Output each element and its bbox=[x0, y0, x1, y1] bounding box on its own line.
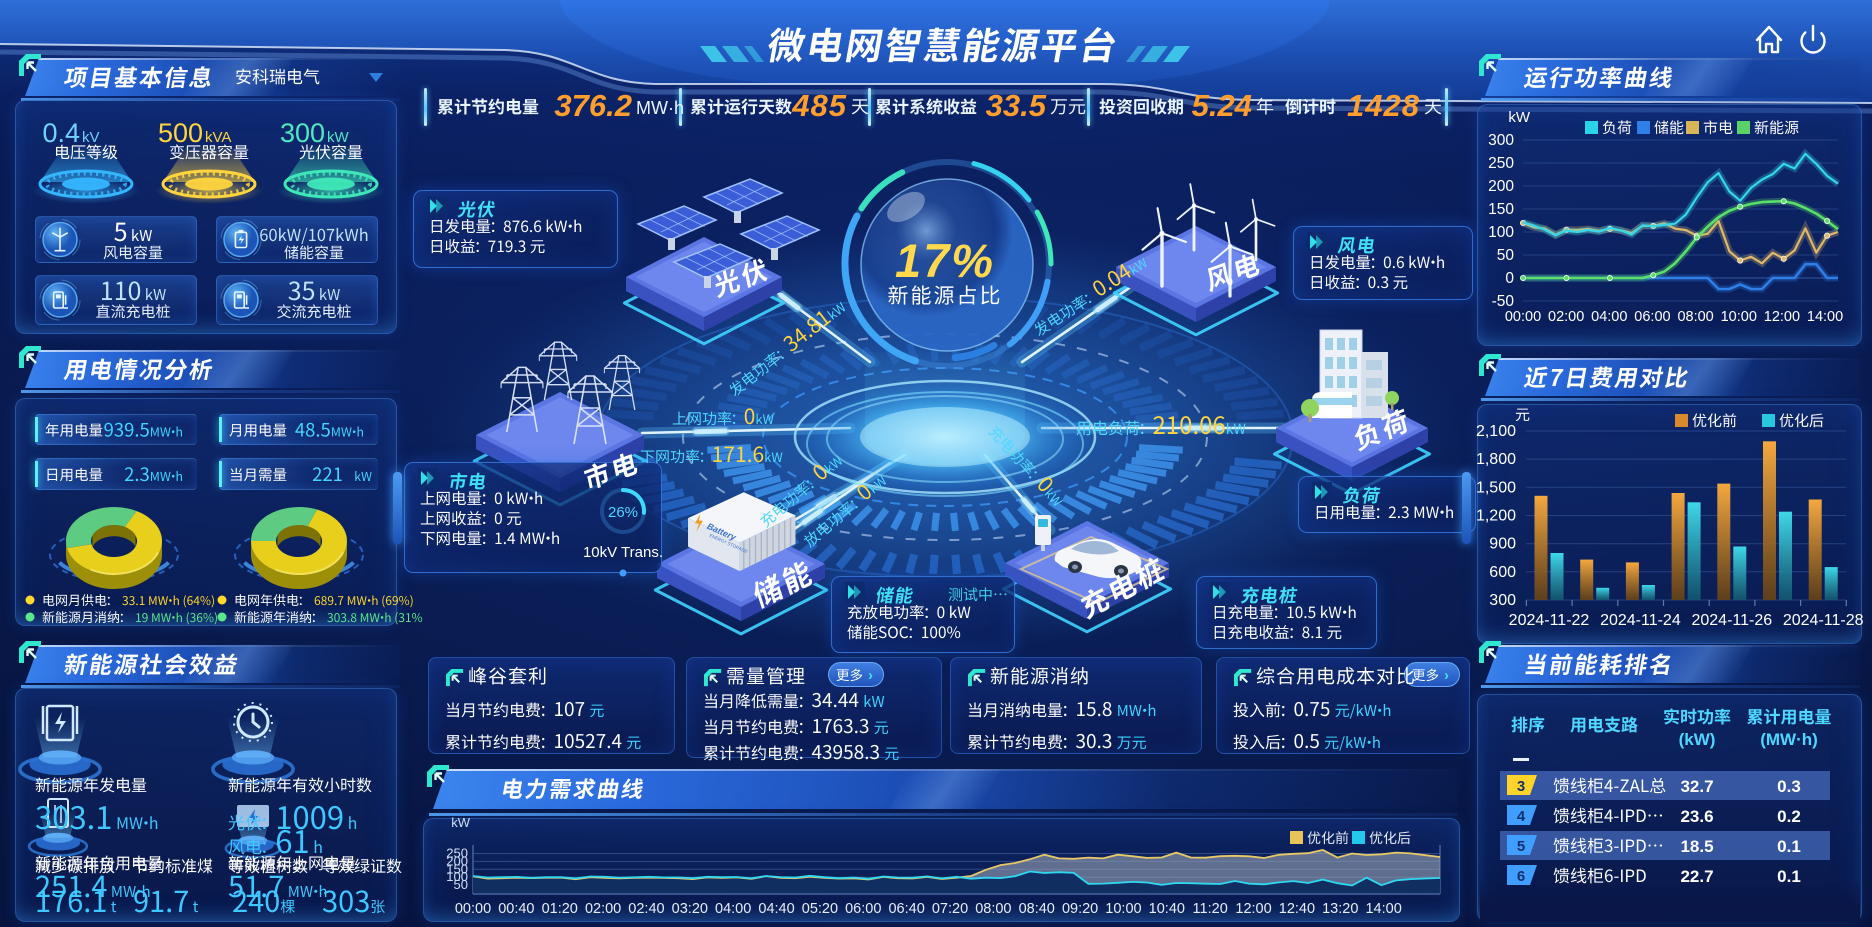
svg-text:00:40: 00:40 bbox=[498, 901, 534, 917]
svg-text:33.5: 33.5 bbox=[986, 88, 1047, 123]
svg-text:›: › bbox=[868, 667, 873, 684]
svg-text:09:20: 09:20 bbox=[1062, 901, 1098, 917]
svg-text:-50: -50 bbox=[1492, 293, 1515, 310]
svg-text:kW: kW bbox=[327, 129, 350, 146]
svg-text:10:00: 10:00 bbox=[1721, 309, 1757, 325]
svg-text:50: 50 bbox=[1497, 247, 1515, 264]
svg-text:500: 500 bbox=[158, 118, 203, 148]
svg-text:26%: 26% bbox=[608, 504, 638, 521]
svg-text:00:00: 00:00 bbox=[1505, 309, 1541, 325]
svg-text:02:40: 02:40 bbox=[628, 901, 664, 917]
svg-text:600: 600 bbox=[1489, 564, 1516, 581]
svg-text:03:20: 03:20 bbox=[672, 901, 708, 917]
svg-text:32.7: 32.7 bbox=[1680, 777, 1713, 796]
svg-text:14:00: 14:00 bbox=[1365, 901, 1401, 917]
svg-text:1,200: 1,200 bbox=[1476, 507, 1516, 524]
svg-text:22.7: 22.7 bbox=[1680, 867, 1713, 886]
svg-text:kVA: kVA bbox=[205, 129, 231, 146]
svg-text:250: 250 bbox=[446, 846, 468, 861]
svg-text:2024-11-28: 2024-11-28 bbox=[1783, 612, 1864, 629]
svg-text:06:00: 06:00 bbox=[1634, 309, 1670, 325]
svg-text:300: 300 bbox=[1489, 592, 1516, 609]
svg-text:2024-11-22: 2024-11-22 bbox=[1509, 612, 1590, 629]
svg-text:200: 200 bbox=[1488, 178, 1514, 195]
svg-text:5.24: 5.24 bbox=[1192, 88, 1252, 123]
svg-text:MW·h: MW·h bbox=[636, 98, 684, 118]
svg-text:00:00: 00:00 bbox=[455, 901, 491, 917]
svg-text:50: 50 bbox=[454, 877, 468, 892]
svg-text:11:20: 11:20 bbox=[1193, 901, 1228, 917]
svg-text:(kW): (kW) bbox=[1679, 730, 1716, 749]
svg-text:6: 6 bbox=[1517, 868, 1525, 885]
svg-text:06:00: 06:00 bbox=[845, 901, 881, 917]
svg-text:0.4: 0.4 bbox=[42, 118, 80, 148]
svg-text:kV: kV bbox=[82, 129, 100, 146]
svg-text:4: 4 bbox=[1517, 808, 1526, 825]
svg-text:01:20: 01:20 bbox=[542, 901, 578, 917]
svg-text:23.6: 23.6 bbox=[1680, 807, 1713, 826]
svg-text:485: 485 bbox=[791, 88, 847, 123]
svg-text:14:00: 14:00 bbox=[1807, 309, 1843, 325]
svg-text:0.1: 0.1 bbox=[1777, 867, 1801, 886]
svg-text:150: 150 bbox=[446, 861, 468, 876]
svg-text:10kV Trans.: 10kV Trans. bbox=[583, 544, 663, 561]
svg-text:10:40: 10:40 bbox=[1149, 901, 1185, 917]
svg-text:200: 200 bbox=[446, 853, 468, 868]
svg-text:5: 5 bbox=[1517, 838, 1525, 855]
svg-text:0.2: 0.2 bbox=[1777, 807, 1801, 826]
svg-text:07:20: 07:20 bbox=[932, 901, 968, 917]
svg-text:(MW·h): (MW·h) bbox=[1760, 730, 1818, 749]
svg-text:2,100: 2,100 bbox=[1476, 423, 1516, 440]
svg-text:250: 250 bbox=[1488, 155, 1514, 172]
svg-text:300: 300 bbox=[1488, 132, 1514, 149]
svg-text:08:00: 08:00 bbox=[975, 901, 1011, 917]
svg-text:300: 300 bbox=[280, 118, 325, 148]
svg-text:0: 0 bbox=[1505, 270, 1514, 287]
svg-text:12:00: 12:00 bbox=[1764, 309, 1800, 325]
svg-text:10:00: 10:00 bbox=[1105, 901, 1141, 917]
svg-text:02:00: 02:00 bbox=[585, 901, 621, 917]
svg-text:1,500: 1,500 bbox=[1476, 479, 1516, 496]
svg-text:100: 100 bbox=[446, 869, 468, 884]
svg-text:900: 900 bbox=[1489, 536, 1516, 553]
svg-text:3: 3 bbox=[1517, 778, 1525, 795]
svg-text:150: 150 bbox=[1488, 201, 1514, 218]
svg-text:06:40: 06:40 bbox=[888, 901, 924, 917]
svg-text:04:00: 04:00 bbox=[1591, 309, 1627, 325]
svg-text:0.3: 0.3 bbox=[1777, 777, 1801, 796]
svg-text:04:00: 04:00 bbox=[715, 901, 751, 917]
svg-text:2024-11-26: 2024-11-26 bbox=[1691, 612, 1772, 629]
svg-text:17%: 17% bbox=[895, 234, 995, 287]
svg-text:18.5: 18.5 bbox=[1680, 837, 1713, 856]
svg-text:05:20: 05:20 bbox=[802, 901, 838, 917]
svg-text:kW: kW bbox=[1508, 109, 1531, 126]
svg-text:08:00: 08:00 bbox=[1677, 309, 1713, 325]
svg-text:1428: 1428 bbox=[1347, 88, 1420, 123]
svg-text:04:40: 04:40 bbox=[758, 901, 794, 917]
svg-text:kW: kW bbox=[451, 815, 471, 830]
svg-text:376.2: 376.2 bbox=[554, 88, 632, 123]
svg-text:0.1: 0.1 bbox=[1777, 837, 1801, 856]
svg-text:08:40: 08:40 bbox=[1019, 901, 1055, 917]
svg-text:1,800: 1,800 bbox=[1476, 451, 1516, 468]
svg-text:›: › bbox=[1444, 667, 1449, 684]
svg-text:100: 100 bbox=[1488, 224, 1514, 241]
svg-text:12:40: 12:40 bbox=[1279, 901, 1315, 917]
svg-text:12:00: 12:00 bbox=[1235, 901, 1271, 917]
svg-text:02:00: 02:00 bbox=[1548, 309, 1584, 325]
svg-text:2024-11-24: 2024-11-24 bbox=[1600, 612, 1681, 629]
svg-text:13:20: 13:20 bbox=[1322, 901, 1358, 917]
